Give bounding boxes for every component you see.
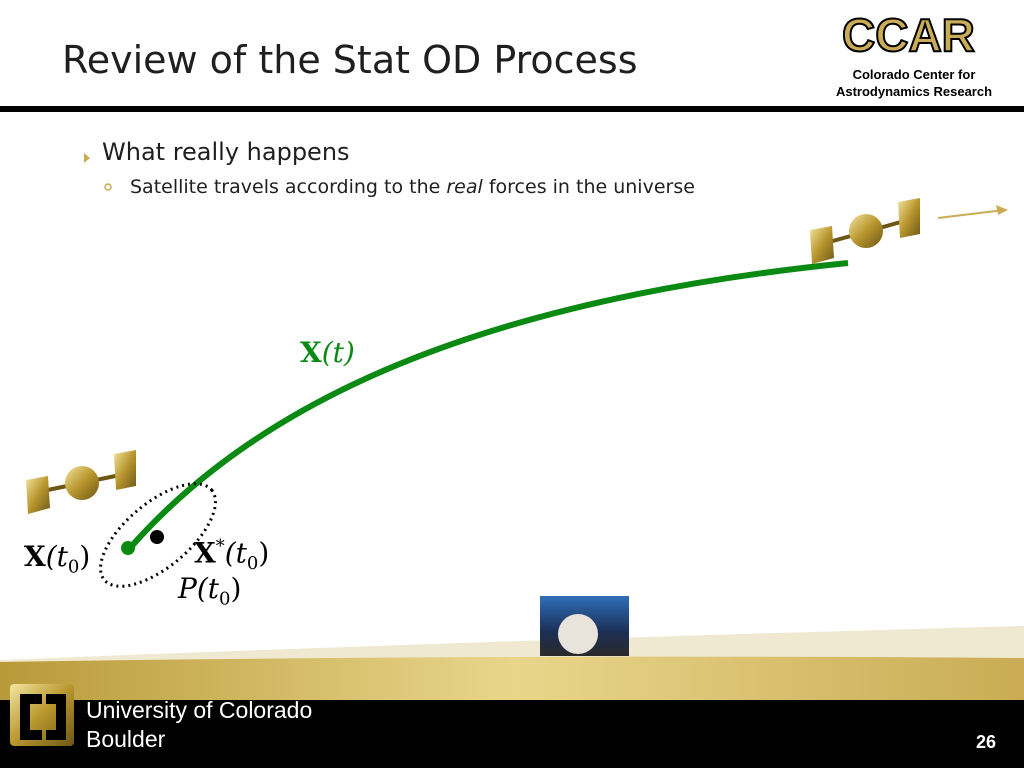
- argument: (t: [45, 540, 68, 573]
- slide-title: Review of the Stat OD Process: [62, 38, 638, 82]
- argument: (t: [196, 572, 220, 605]
- logo-line: Astrodynamics Research: [835, 84, 993, 99]
- reference-state-label: X*(t0): [194, 536, 269, 574]
- symbol: X: [194, 536, 216, 570]
- cu-logo: [10, 684, 74, 746]
- trajectory: [127, 260, 849, 550]
- header-rule: [0, 106, 1024, 112]
- subscript: 0: [67, 556, 80, 578]
- text: forces in the universe: [482, 176, 695, 198]
- symbol: X: [300, 336, 322, 369]
- footer-bar: [0, 700, 1024, 768]
- argument: (t): [321, 336, 355, 369]
- bullet: What really happens: [102, 138, 350, 166]
- logo-acronym: CCAR: [841, 8, 976, 62]
- covariance-label: P(t0): [178, 572, 241, 610]
- trajectory-label: X(t): [300, 336, 355, 369]
- true-state-dot: [121, 541, 135, 555]
- close: ): [79, 540, 91, 573]
- university: University of Colorado Boulder: [86, 696, 312, 754]
- sub-bullet: Satellite travels according to the real …: [130, 176, 695, 198]
- symbol: X: [24, 540, 46, 573]
- logo-line: Colorado Center for: [852, 67, 976, 82]
- telescope-dome: [558, 614, 598, 654]
- satellite-right: [810, 198, 920, 264]
- text: Satellite travels according to the: [130, 176, 447, 198]
- symbol: P: [178, 572, 197, 605]
- subscript: 0: [219, 588, 231, 610]
- subscript: 0: [246, 552, 259, 574]
- campus: Boulder: [86, 726, 166, 752]
- footer-band: [0, 656, 1024, 710]
- logo-name: Colorado Center for Astrodynamics Researc…: [828, 66, 1000, 100]
- close: ): [230, 572, 242, 605]
- superscript: *: [215, 536, 225, 557]
- covariance-ellipse: [99, 482, 217, 588]
- reference-state-dot: [150, 530, 164, 544]
- bullet-marker: [84, 153, 90, 163]
- close: ): [258, 536, 270, 570]
- emphasis: real: [446, 176, 483, 198]
- university-name: University of Colorado: [86, 697, 313, 723]
- satellite-left: [26, 450, 136, 514]
- sub-bullet-marker: [104, 183, 112, 191]
- true-state-label: X(t0): [24, 540, 90, 578]
- argument: (t: [224, 536, 247, 570]
- velocity-arrow: [937, 205, 1008, 219]
- page-number: 26: [976, 732, 997, 752]
